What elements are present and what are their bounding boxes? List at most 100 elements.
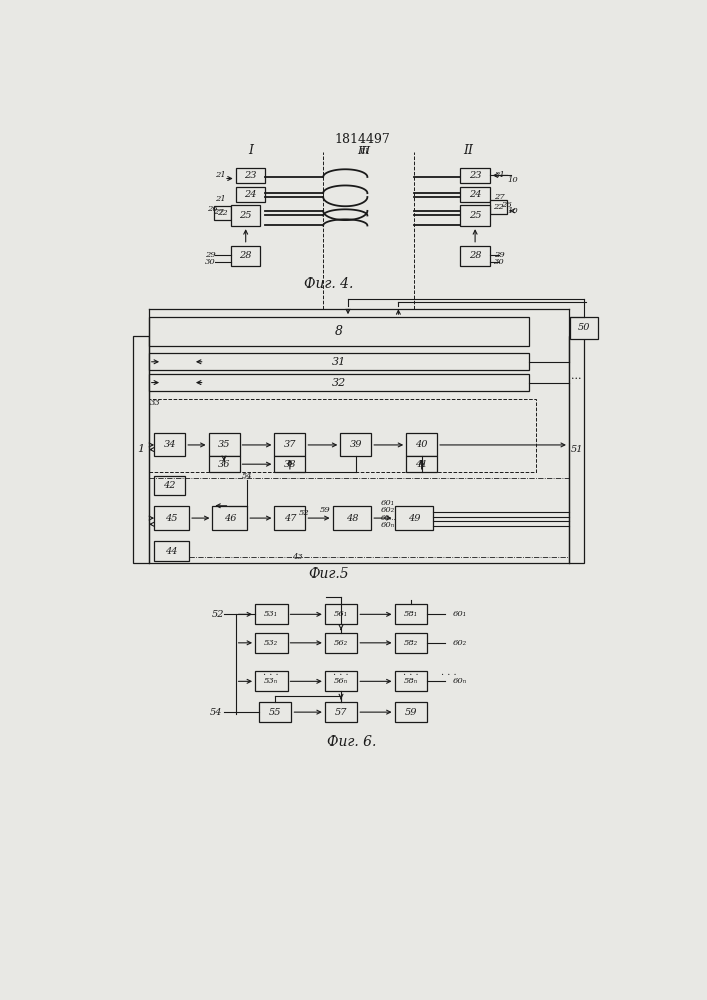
Text: 48: 48 xyxy=(346,514,358,523)
Text: 23: 23 xyxy=(244,171,257,180)
Text: 41: 41 xyxy=(416,460,428,469)
Text: 60₂: 60₂ xyxy=(452,639,467,647)
Text: 44: 44 xyxy=(165,547,178,556)
Text: їїї: їїї xyxy=(359,146,368,155)
Text: 21: 21 xyxy=(216,171,226,179)
Text: 27: 27 xyxy=(214,208,224,216)
Bar xyxy=(134,336,149,563)
Bar xyxy=(274,456,305,472)
Text: 52: 52 xyxy=(211,610,224,619)
Text: I: I xyxy=(249,144,254,157)
Text: ...: ... xyxy=(571,371,582,381)
Bar xyxy=(332,506,371,530)
Text: 29: 29 xyxy=(493,251,505,259)
Bar xyxy=(460,168,490,183)
Text: 59: 59 xyxy=(404,708,417,717)
Text: 24: 24 xyxy=(244,190,257,199)
Text: 30: 30 xyxy=(204,258,216,266)
Text: 53₂: 53₂ xyxy=(264,639,279,647)
Text: III: III xyxy=(357,146,370,156)
Text: . . .: . . . xyxy=(403,668,419,677)
Bar xyxy=(325,604,357,624)
Text: 54: 54 xyxy=(210,708,223,717)
Text: 58₂: 58₂ xyxy=(404,639,418,647)
Text: 60...: 60... xyxy=(380,514,396,522)
Bar xyxy=(490,200,507,214)
Text: 25: 25 xyxy=(469,211,481,220)
Text: 28: 28 xyxy=(240,251,252,260)
Bar xyxy=(154,476,185,495)
Text: 59: 59 xyxy=(320,506,330,514)
Bar xyxy=(569,336,585,563)
Bar xyxy=(209,456,240,472)
Text: 60₂: 60₂ xyxy=(381,506,395,514)
Text: 53₁: 53₁ xyxy=(264,610,279,618)
Bar xyxy=(154,433,185,456)
Text: 34: 34 xyxy=(163,440,176,449)
Bar xyxy=(340,433,371,456)
Bar xyxy=(154,541,189,561)
Text: 53ₙ: 53ₙ xyxy=(264,677,279,685)
Bar xyxy=(235,168,265,183)
Text: 24: 24 xyxy=(469,190,481,199)
Bar xyxy=(154,506,189,530)
Text: Фиг. 4.: Фиг. 4. xyxy=(304,277,354,291)
Bar xyxy=(212,506,247,530)
Bar xyxy=(325,702,357,722)
Text: 8: 8 xyxy=(334,325,343,338)
Bar xyxy=(395,604,427,624)
Bar xyxy=(406,433,437,456)
Text: 56₂: 56₂ xyxy=(334,639,348,647)
Text: 43: 43 xyxy=(292,553,303,561)
Text: 31: 31 xyxy=(332,357,346,367)
Text: 23: 23 xyxy=(469,171,481,180)
Text: 47: 47 xyxy=(284,514,296,523)
Text: 1: 1 xyxy=(138,444,145,454)
Text: II: II xyxy=(463,144,473,157)
Text: 36: 36 xyxy=(218,460,230,469)
Bar xyxy=(255,671,288,691)
Bar xyxy=(149,353,529,370)
Bar xyxy=(406,456,437,472)
Text: 50: 50 xyxy=(578,323,590,332)
Bar xyxy=(149,317,529,346)
Text: 30: 30 xyxy=(493,258,505,266)
Bar xyxy=(209,433,240,456)
Text: 49: 49 xyxy=(408,514,420,523)
Bar xyxy=(231,246,260,266)
Text: 60₁: 60₁ xyxy=(452,610,467,618)
Bar xyxy=(460,246,490,266)
Bar xyxy=(214,206,231,220)
Text: 54: 54 xyxy=(242,472,252,480)
Text: 40: 40 xyxy=(416,440,428,449)
Text: 25: 25 xyxy=(240,211,252,220)
Text: 55: 55 xyxy=(269,708,281,717)
Bar xyxy=(395,671,427,691)
Text: 60ₙ: 60ₙ xyxy=(381,521,395,529)
Text: 57: 57 xyxy=(335,708,347,717)
Text: 39: 39 xyxy=(349,440,362,449)
Text: 21: 21 xyxy=(494,171,506,179)
Text: 22: 22 xyxy=(217,209,228,217)
Text: 21: 21 xyxy=(216,195,226,203)
Text: 60ₙ: 60ₙ xyxy=(452,677,467,685)
Bar xyxy=(149,374,529,391)
Text: 42: 42 xyxy=(163,481,176,490)
Text: 22: 22 xyxy=(493,203,503,211)
Text: 37: 37 xyxy=(284,440,296,449)
Bar xyxy=(395,633,427,653)
Text: 32: 32 xyxy=(332,378,346,388)
Text: 35: 35 xyxy=(218,440,230,449)
Text: 60₁: 60₁ xyxy=(381,499,395,507)
Bar xyxy=(231,205,260,226)
Bar xyxy=(259,702,291,722)
Text: 52: 52 xyxy=(298,509,309,517)
Text: 10: 10 xyxy=(508,176,518,184)
Bar xyxy=(325,671,357,691)
Bar xyxy=(274,433,305,456)
Text: 26: 26 xyxy=(501,201,513,209)
Bar xyxy=(325,633,357,653)
Text: 27: 27 xyxy=(494,193,506,201)
Text: 58₁: 58₁ xyxy=(404,610,418,618)
Text: 58ₙ: 58ₙ xyxy=(404,677,418,685)
